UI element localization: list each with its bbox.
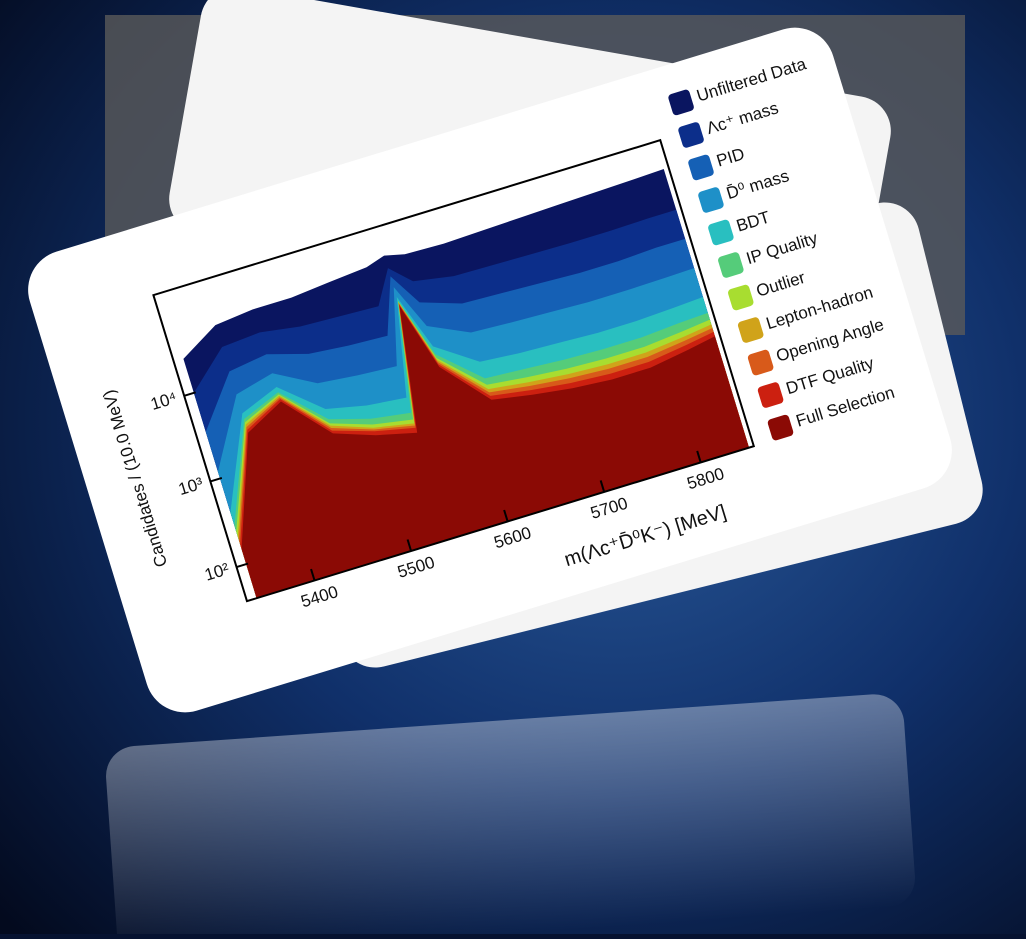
legend-swatch bbox=[767, 414, 794, 441]
legend-swatch bbox=[688, 154, 714, 181]
y-tick bbox=[236, 562, 249, 569]
legend-swatch bbox=[728, 284, 754, 311]
legend-swatch bbox=[668, 89, 694, 116]
legend-swatch bbox=[698, 187, 724, 213]
legend-swatch bbox=[718, 252, 744, 278]
chart-card: Candidates / (10.0 MeV) m(Λc⁺D̄⁰K⁻) [MeV… bbox=[28, 27, 952, 713]
y-tick bbox=[210, 476, 223, 483]
reflection bbox=[106, 694, 915, 939]
legend-swatch bbox=[757, 382, 784, 408]
legend-swatch bbox=[708, 219, 734, 246]
area bbox=[241, 306, 749, 599]
y-tick bbox=[183, 391, 196, 397]
legend-swatch bbox=[678, 122, 704, 148]
legend-swatch bbox=[737, 317, 764, 343]
x-tick bbox=[503, 509, 509, 522]
x-tick bbox=[406, 539, 413, 552]
x-tick bbox=[310, 568, 316, 581]
x-tick bbox=[599, 480, 606, 493]
legend-swatch bbox=[747, 349, 774, 376]
x-tick bbox=[696, 450, 702, 463]
plot-frame bbox=[152, 138, 756, 603]
